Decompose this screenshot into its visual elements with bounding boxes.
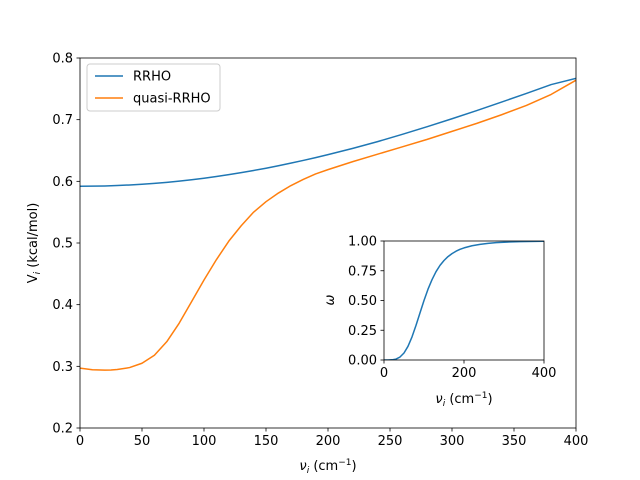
inset-line-series-0 <box>384 241 544 360</box>
main-y-tick-label: 0.3 <box>52 360 73 375</box>
legend-label-rrho: RRHO <box>133 70 171 85</box>
main-x-tick-label: 0 <box>76 434 84 449</box>
main-line-rrho <box>80 77 576 188</box>
main-x-tick-label: 300 <box>440 434 465 449</box>
main-x-tick-label: 250 <box>378 434 403 449</box>
inset-x-tick-label: 0 <box>380 366 388 381</box>
main-x-tick-label: 350 <box>502 434 527 449</box>
inset-x-axis-title: νi (cm−1) <box>435 391 492 409</box>
x-axis-title: νi (cm−1) <box>299 458 356 476</box>
main-chart: 0 50 100 150 200 250 300 350 400 0.2 0.3 0.4 0.5 0.6 0… <box>52 52 588 450</box>
inset-x-tick-label: 400 <box>532 366 557 381</box>
main-y-tick-label: 0.4 <box>52 298 73 313</box>
inset-y-tick-label: 1.00 <box>348 235 377 250</box>
main-x-tick-label: 200 <box>316 434 341 449</box>
main-y-tick-label: 0.6 <box>52 175 73 190</box>
inset-y-axis-title: ω <box>323 294 338 305</box>
main-x-tick-label: 100 <box>192 434 217 449</box>
y-axis-title: Vi (kcal/mol) <box>26 203 43 284</box>
main-y-tick-label: 0.5 <box>52 237 73 252</box>
inset-y-tick-label: 0.75 <box>348 264 377 279</box>
inset-y-tick-label: 0.50 <box>348 294 377 309</box>
main-x-tick-label: 150 <box>254 434 279 449</box>
main-y-tick-label: 0.8 <box>52 52 73 67</box>
legend-label-quasi-rrho: quasi-RRHO <box>133 92 211 107</box>
inset-y-tick-label: 0.00 <box>348 354 377 369</box>
main-line-quasi-rrho <box>80 79 576 371</box>
inset-x-tick-label: 200 <box>452 366 477 381</box>
inset-chart: 0 200 400 0.00 0.25 0.50 0.75 1.00 <box>348 235 556 382</box>
main-x-tick-label: 50 <box>134 434 151 449</box>
main-x-tick-label: 400 <box>564 434 589 449</box>
main-y-tick-label: 0.2 <box>52 422 73 437</box>
main-y-tick-label: 0.7 <box>52 113 73 128</box>
inset-y-tick-label: 0.25 <box>348 324 377 339</box>
legend: RRHO quasi-RRHO <box>86 63 221 112</box>
